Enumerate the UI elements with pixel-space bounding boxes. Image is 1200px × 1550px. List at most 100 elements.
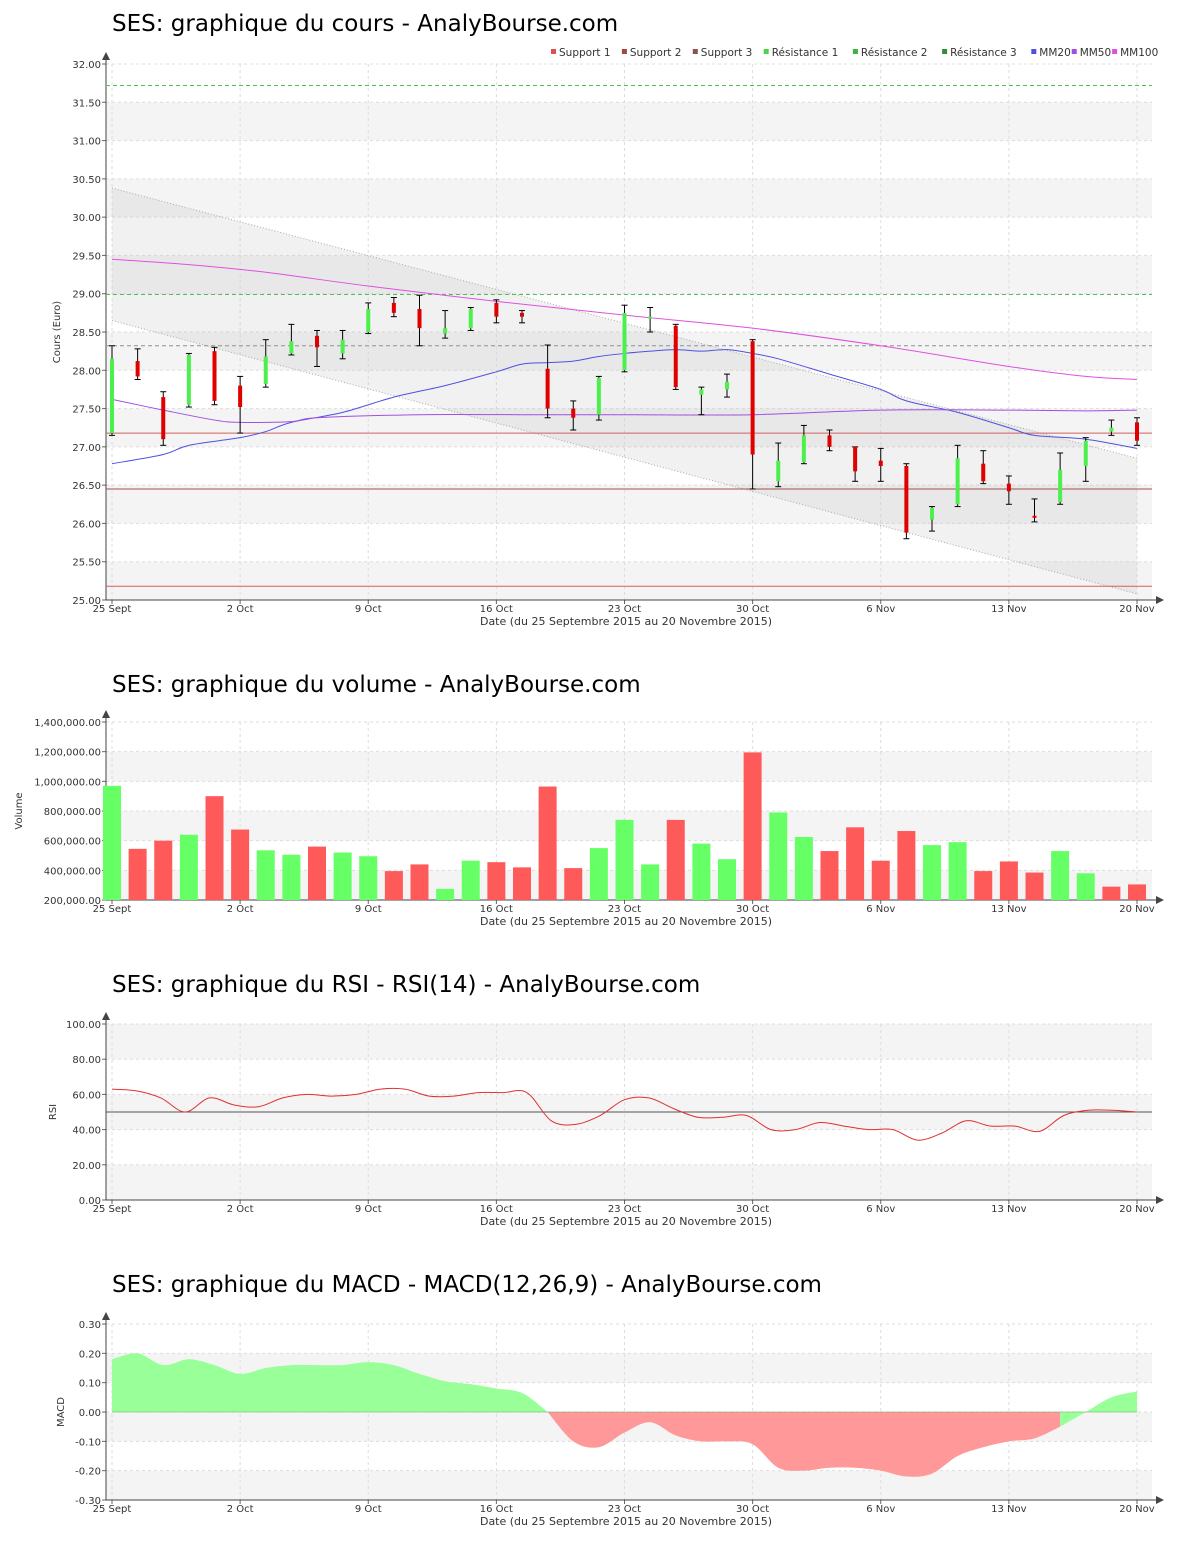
x-tick-label: 2 Oct xyxy=(227,1504,254,1515)
candle xyxy=(519,310,525,324)
legend-item: MM50 xyxy=(1071,47,1111,59)
candle xyxy=(724,373,730,398)
candle-body xyxy=(443,328,448,334)
y-tick-label: -0.10 xyxy=(75,1437,101,1448)
volume-bar xyxy=(589,848,608,900)
candle-body xyxy=(955,458,960,505)
y-tick-label: 0.30 xyxy=(79,1320,101,1331)
legend-swatch xyxy=(1071,49,1077,54)
legend-item: Support 2 xyxy=(621,47,681,59)
x-axis-label: Date (du 25 Septembre 2015 au 20 Novembr… xyxy=(480,1515,772,1528)
candle-body xyxy=(1032,515,1037,518)
y-tick-label: 27.50 xyxy=(72,405,101,416)
grid-band xyxy=(106,102,1152,141)
x-axis-label: Date (du 25 Septembre 2015 au 20 Novembr… xyxy=(480,915,772,928)
volume-bar xyxy=(743,752,762,900)
x-tick-label: 2 Oct xyxy=(227,1204,254,1215)
x-axis-arrow xyxy=(1156,896,1164,904)
trend-channel xyxy=(112,188,1137,594)
x-axis-label: Date (du 25 Septembre 2015 au 20 Novembr… xyxy=(480,615,772,628)
candle-body xyxy=(315,335,319,348)
y-tick-label: 400,000.00 xyxy=(44,866,101,877)
legend-item: MM20 xyxy=(1031,47,1071,59)
y-tick-label: 29.50 xyxy=(72,251,101,262)
x-tick-label: 20 Nov xyxy=(1119,904,1155,915)
volume-bar xyxy=(410,864,429,900)
volume-bar xyxy=(666,819,685,900)
y-tick-label: 800,000.00 xyxy=(44,807,101,818)
candle-body xyxy=(699,389,704,395)
candle-body xyxy=(1109,427,1114,432)
x-tick-label: 20 Nov xyxy=(1119,1204,1155,1215)
x-tick-label: 9 Oct xyxy=(355,1504,382,1515)
volume-chart-title: SES: graphique du volume - AnalyBourse.c… xyxy=(112,672,641,698)
candle-body xyxy=(1135,422,1139,441)
x-axis-arrow xyxy=(1156,1496,1164,1504)
candle-body xyxy=(391,302,396,313)
candle xyxy=(1057,452,1064,505)
candle-body xyxy=(801,435,806,463)
y-tick-label: 28.50 xyxy=(72,328,101,339)
x-tick-label: 16 Oct xyxy=(480,1504,513,1515)
x-tick-label: 6 Nov xyxy=(866,1504,895,1515)
chart-macd: -0.30 -0.20 -0.10 0.00 0.10 0.20 0.30 25 Sept 2 … xyxy=(56,1312,1164,1528)
legend-swatch xyxy=(763,49,769,54)
grid-band xyxy=(106,332,1152,371)
x-tick-label: 13 Nov xyxy=(991,604,1027,615)
volume-bar xyxy=(948,842,967,900)
volume-bar xyxy=(692,843,711,900)
candle-body xyxy=(981,463,986,482)
candle xyxy=(800,424,807,465)
candle xyxy=(749,339,756,490)
legend-item: Résistance 2 xyxy=(852,47,928,59)
candle xyxy=(826,429,833,452)
volume-bar xyxy=(1051,851,1070,900)
candle-body xyxy=(289,341,294,354)
legend-label: Support 3 xyxy=(701,47,753,59)
x-tick-label: 30 Oct xyxy=(736,1204,769,1215)
y-tick-label: 0.20 xyxy=(79,1349,101,1360)
y-axis-label: MACD xyxy=(56,1397,67,1427)
legend-label: MM20 xyxy=(1039,47,1070,59)
price-chart-title: SES: graphique du cours - AnalyBourse.co… xyxy=(112,11,619,37)
candle-body xyxy=(596,377,601,415)
y-axis-arrow xyxy=(102,710,110,718)
volume-bar xyxy=(820,851,839,900)
legend-swatch xyxy=(1031,49,1037,54)
legend-label: Résistance 1 xyxy=(772,47,839,59)
candle xyxy=(877,447,884,482)
candle xyxy=(262,339,269,388)
y-tick-label: 32.00 xyxy=(72,60,101,71)
y-tick-label: -0.30 xyxy=(75,1496,101,1507)
y-tick-label: 1,400,000.00 xyxy=(34,718,101,729)
x-axis-arrow xyxy=(1156,1196,1164,1204)
y-tick-label: 26.50 xyxy=(72,481,101,492)
volume-bar xyxy=(308,846,326,900)
volume-bar xyxy=(333,852,352,900)
candle-body xyxy=(135,361,140,377)
x-tick-label: 13 Nov xyxy=(991,1204,1027,1215)
candle xyxy=(185,352,192,408)
candle xyxy=(416,294,423,347)
volume-bar xyxy=(154,840,173,900)
candle-body xyxy=(468,309,473,329)
x-axis-label: Date (du 25 Septembre 2015 au 20 Novembr… xyxy=(480,1215,772,1228)
legend-swatch xyxy=(1112,49,1118,54)
legend-item: Support 3 xyxy=(692,47,753,59)
candle xyxy=(211,346,218,406)
x-tick-label: 2 Oct xyxy=(227,604,254,615)
x-tick-label: 25 Sept xyxy=(93,904,132,915)
candle-body xyxy=(750,341,755,455)
candle-body xyxy=(110,358,114,434)
volume-bar xyxy=(999,861,1018,900)
volume-bar xyxy=(513,867,531,900)
legend-label: Résistance 2 xyxy=(861,47,928,59)
y-axis-label: Volume xyxy=(14,792,25,829)
legend-item: MM100 xyxy=(1112,47,1158,59)
x-tick-label: 30 Oct xyxy=(736,1504,769,1515)
volume-bar xyxy=(718,859,736,900)
volume-bar xyxy=(103,785,121,900)
candle-body xyxy=(622,312,627,371)
grid-band xyxy=(106,485,1152,524)
